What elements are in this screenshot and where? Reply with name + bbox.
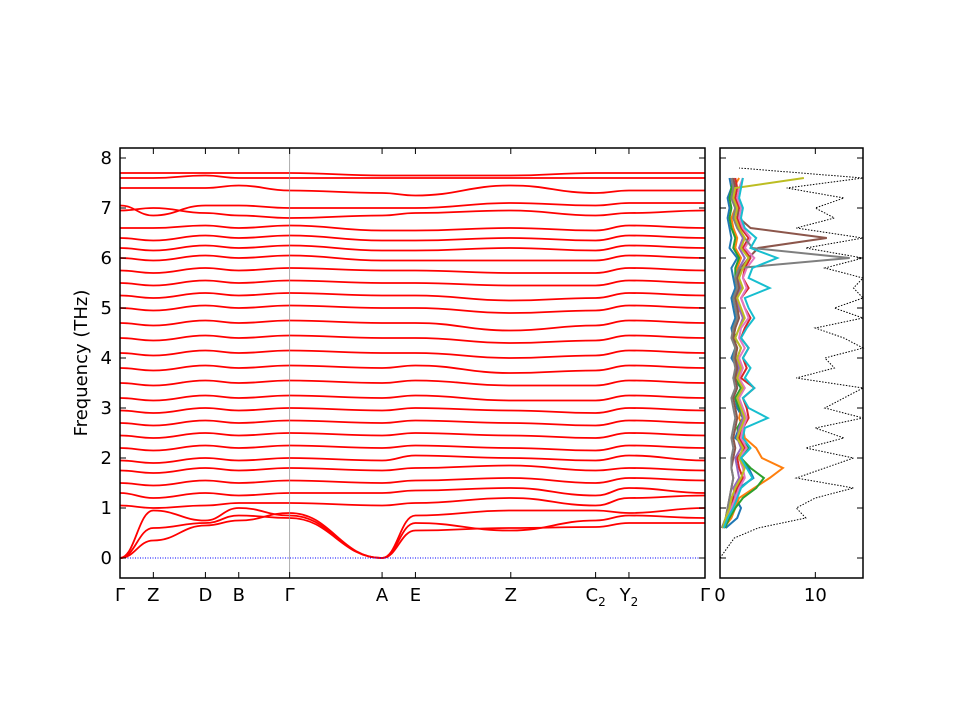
phonon-band-28 xyxy=(119,202,705,217)
band-plot-frame xyxy=(119,147,706,579)
phonon-band-18 xyxy=(119,319,706,332)
dos-panel: 0 10 xyxy=(714,147,865,606)
dos-curves xyxy=(719,167,865,559)
partial-dos-curve-10 xyxy=(722,177,780,529)
kpath-label-8: C2 xyxy=(585,585,605,609)
phonon-band-23 xyxy=(119,254,706,262)
y-tick-label-0: 0 xyxy=(101,548,112,569)
kpath-label-2: D xyxy=(198,585,212,606)
y-tick-label-6: 6 xyxy=(101,248,112,269)
dos-x-tick-label-10: 10 xyxy=(804,585,827,606)
phonon-band-16 xyxy=(119,349,706,359)
kpath-label-1: Z xyxy=(147,585,159,606)
total-dos-curve xyxy=(719,167,865,559)
dos-plot-frame xyxy=(719,147,864,579)
phonon-band-20 xyxy=(119,292,706,302)
kpath-label-6: E xyxy=(410,585,421,606)
phonon-band-5 xyxy=(119,487,706,499)
dos-x-tick-label-0: 0 xyxy=(714,585,725,606)
phonon-band-17 xyxy=(119,334,706,344)
phonon-bands xyxy=(119,172,706,559)
kpath-label-3: B xyxy=(233,585,245,606)
phonon-band-25 xyxy=(119,234,706,242)
phonon-band-15 xyxy=(119,364,706,374)
phonon-band-10 xyxy=(119,432,706,439)
phonon-band-9 xyxy=(119,444,706,452)
y-tick-label-3: 3 xyxy=(101,398,112,419)
phonon-band-3 xyxy=(119,507,706,559)
dos-x-axis-ticks: 0 10 xyxy=(714,148,827,606)
y-tick-label-7: 7 xyxy=(101,198,112,219)
dos-y-ticks xyxy=(720,157,863,559)
phonon-band-21 xyxy=(119,279,706,287)
phonon-band-8 xyxy=(119,454,706,464)
band-structure-panel: 0 1 2 3 4 5 6 7 8 Γ Z D B Γ A E Z C2 Y2 Γ Frequency (THz) xyxy=(71,147,710,609)
kpath-label-5: A xyxy=(376,585,389,606)
kpath-label-10: Γ xyxy=(700,585,710,606)
phonon-band-6 xyxy=(119,477,706,487)
y-tick-label-5: 5 xyxy=(101,298,112,319)
phonon-band-26 xyxy=(120,224,706,232)
kpath-label-0: Γ xyxy=(115,585,125,606)
phonon-band-2 xyxy=(119,514,706,559)
kpath-label-4: Γ xyxy=(285,585,295,606)
kpath-label-7: Z xyxy=(505,585,517,606)
y-tick-label-8: 8 xyxy=(101,148,112,169)
phonon-band-29 xyxy=(120,184,705,197)
kpath-label-subscript-8: 2 xyxy=(598,595,606,609)
phonon-band-24 xyxy=(119,244,706,252)
phonon-band-19 xyxy=(119,304,706,314)
phonon-band-14 xyxy=(119,379,706,387)
phonon-band-22 xyxy=(119,267,706,274)
kpath-label-subscript-9: 2 xyxy=(631,595,639,609)
phonon-band-12 xyxy=(119,407,706,414)
phonon-band-27 xyxy=(119,207,706,219)
phonon-band-4 xyxy=(119,494,706,509)
frequency-axis-ticks: 0 1 2 3 4 5 6 7 8 xyxy=(101,148,705,569)
phonon-band-7 xyxy=(119,464,706,474)
partial-dos-curve-9 xyxy=(721,177,805,529)
phonon-band-31 xyxy=(120,172,705,177)
phonon-band-30 xyxy=(120,174,705,179)
y-tick-label-4: 4 xyxy=(101,348,112,369)
y-tick-label-2: 2 xyxy=(101,448,112,469)
kpath-axis-ticks: Γ Z D B Γ A E Z C2 Y2 Γ xyxy=(115,148,710,609)
y-tick-label-1: 1 xyxy=(101,498,112,519)
kpath-label-9: Y2 xyxy=(619,585,639,609)
phonon-band-11 xyxy=(119,419,706,427)
phonon-band-13 xyxy=(119,394,706,402)
y-axis-label: Frequency (THz) xyxy=(71,290,92,437)
